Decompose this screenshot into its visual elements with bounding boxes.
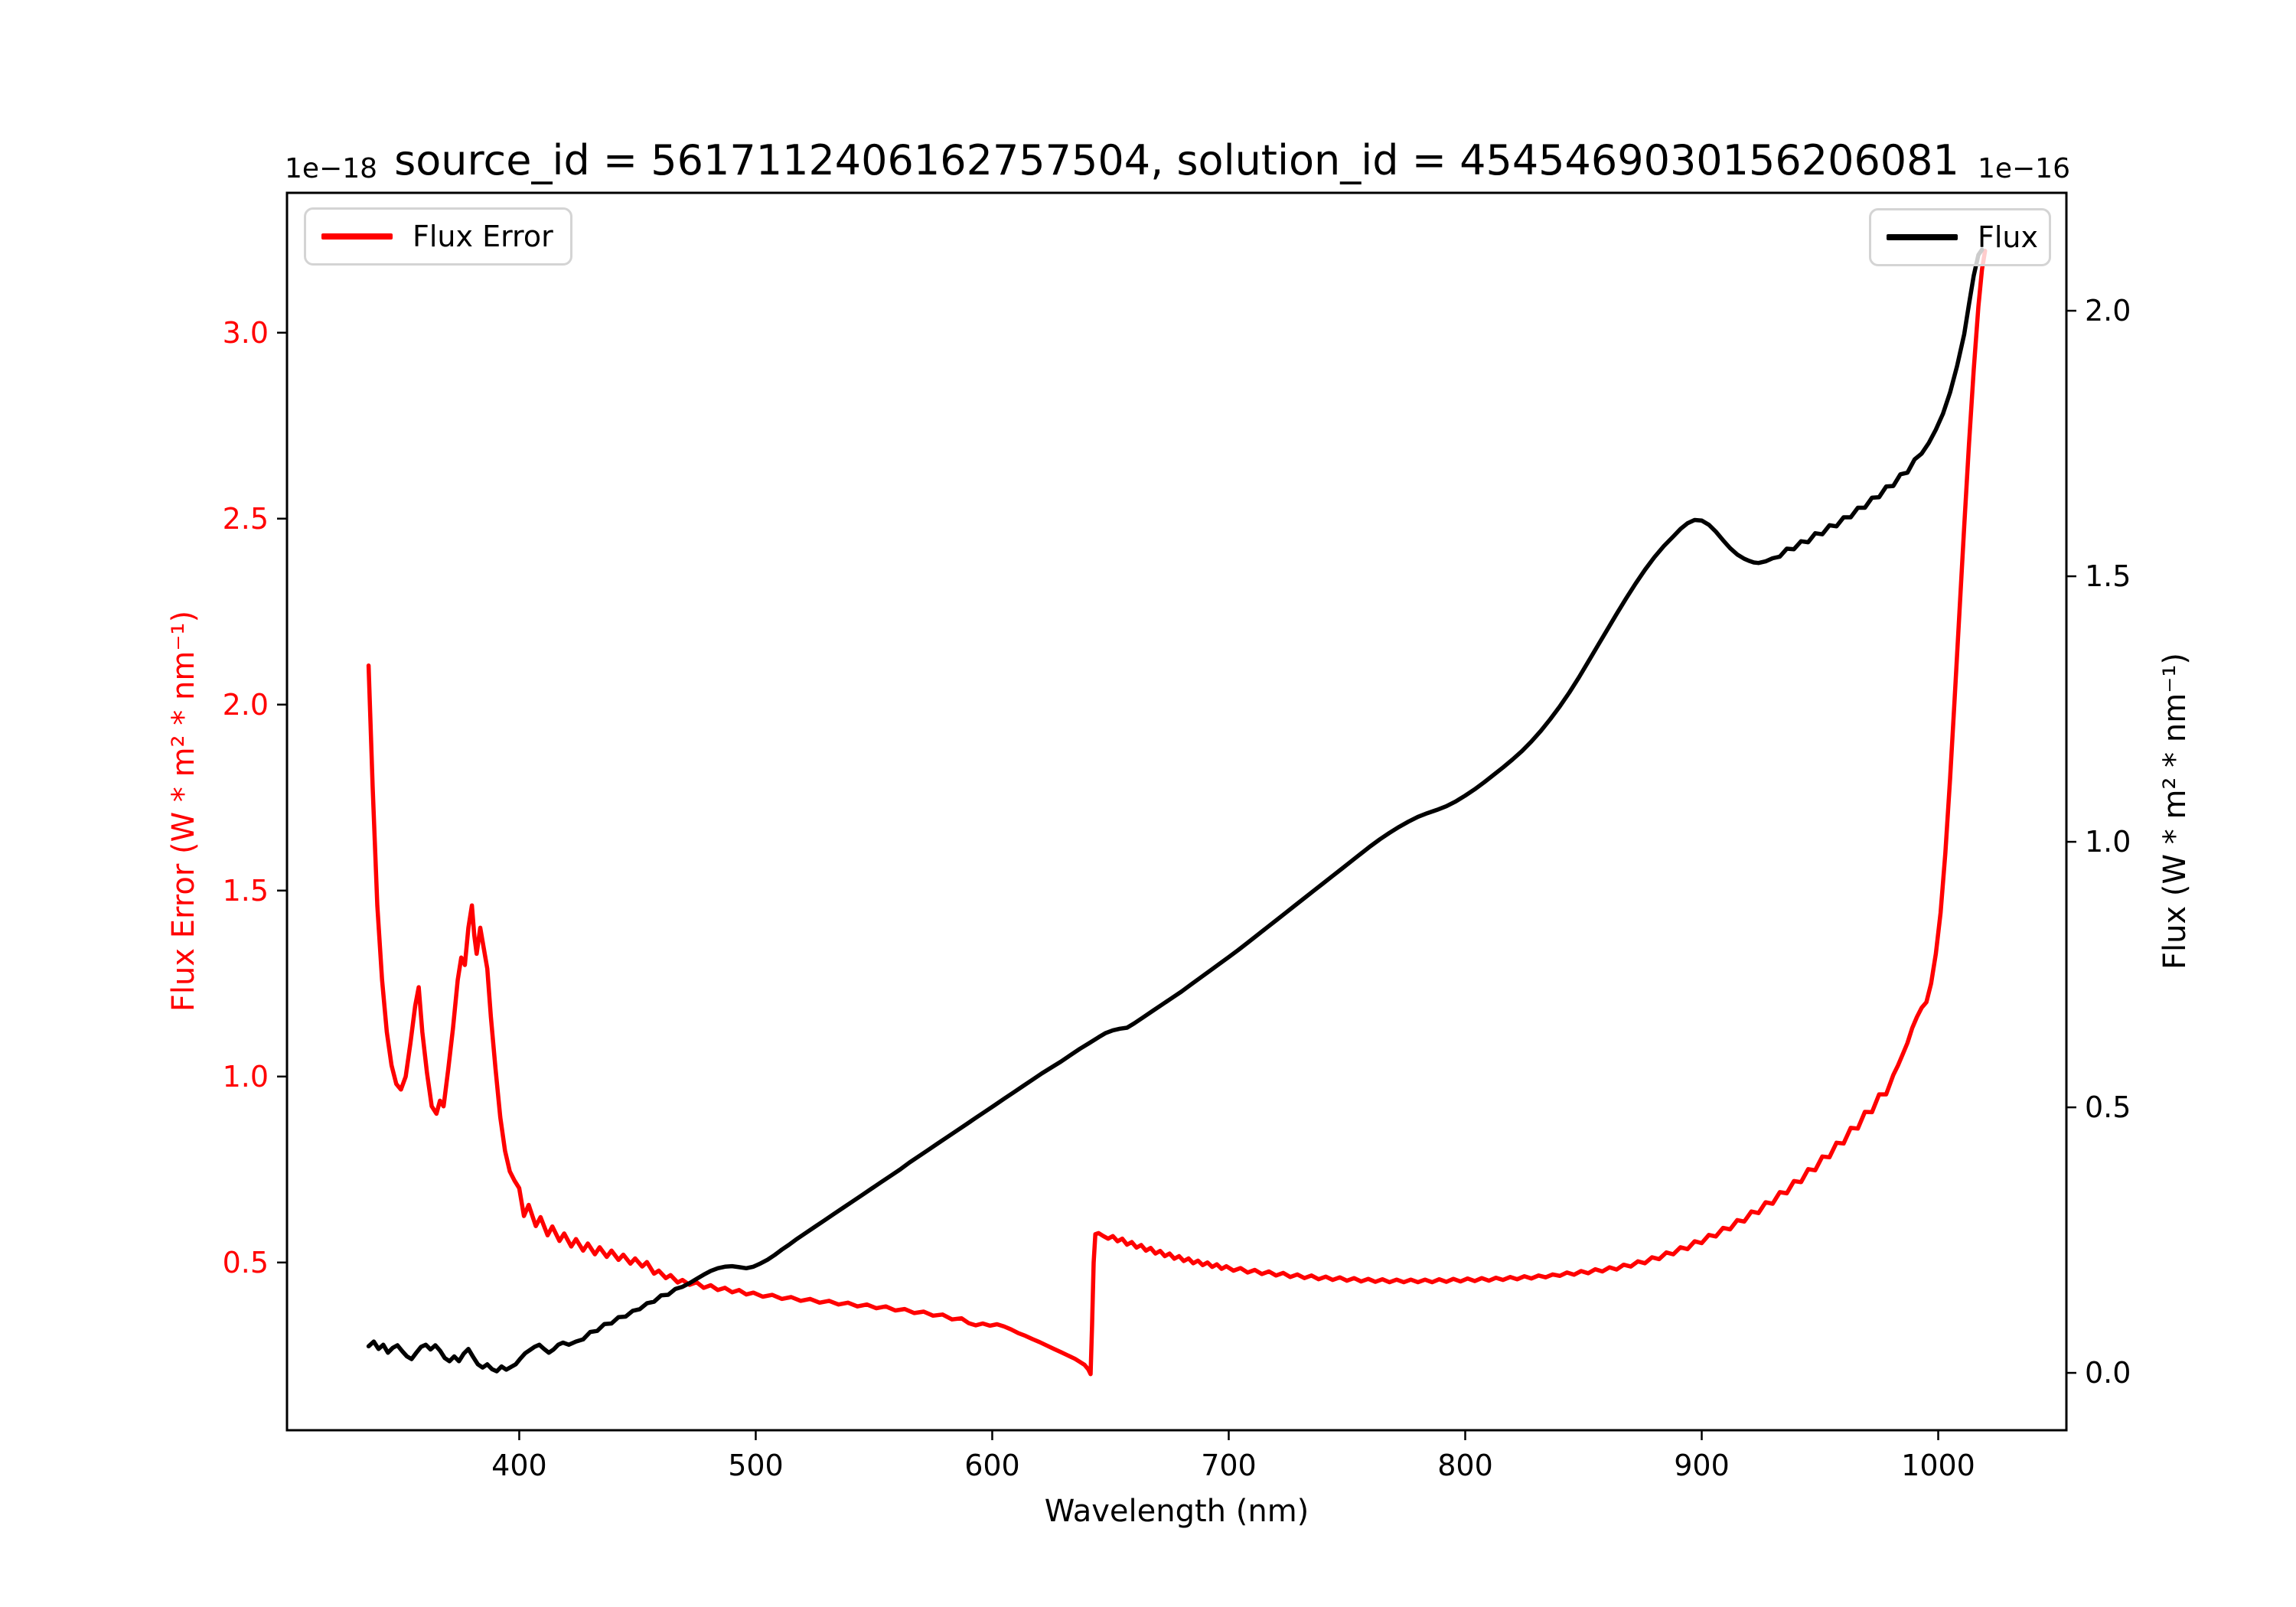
flux-legend-line (1887, 234, 1958, 240)
x-tick-label: 700 (1201, 1449, 1257, 1482)
y-right-axis-label: Flux (W * m² * nm⁻¹) (2157, 653, 2193, 970)
y-left-tick-label: 2.5 (222, 501, 269, 536)
flux-line (366, 247, 1985, 1374)
x-tick-label: 800 (1437, 1449, 1493, 1482)
y-right-tick-label: 1.5 (2085, 559, 2131, 594)
y-left-tick-label: 1.5 (222, 873, 269, 908)
x-axis-label: Wavelength (nm) (1044, 1494, 1309, 1529)
y-left-tick-label: 1.0 (222, 1059, 269, 1094)
flux-error-line (366, 249, 1988, 1377)
legend-flux-error: Flux Error (304, 207, 572, 266)
y-right-offset-text: 1e−16 (1977, 153, 2070, 184)
y-right-tick-label: 1.0 (2085, 825, 2131, 859)
legend-flux-error-label: Flux Error (413, 220, 553, 253)
flux-error-legend-line (321, 233, 393, 240)
legend-flux: Flux (1869, 208, 2051, 266)
x-tick-label: 600 (964, 1449, 1020, 1482)
y-right-tick-label: 0.5 (2085, 1090, 2131, 1125)
x-tick-label: 900 (1674, 1449, 1730, 1482)
axes-spines (285, 191, 2068, 1432)
legend-flux-label: Flux (1978, 220, 2038, 254)
x-tick-label: 500 (728, 1449, 784, 1482)
chart-title: source_id = 5617112406162757504, solutio… (394, 136, 1959, 184)
y-left-tick-label: 3.0 (222, 315, 269, 350)
y-left-offset-text: 1e−18 (285, 153, 378, 184)
y-right-tick-label: 0.0 (2085, 1356, 2131, 1390)
y-right-tick-label: 2.0 (2085, 294, 2131, 328)
y-left-tick-label: 0.5 (222, 1245, 269, 1279)
x-tick-label: 1000 (1901, 1449, 1975, 1482)
y-left-axis-label: Flux Error (W * m² * nm⁻¹) (166, 610, 201, 1012)
x-tick-label: 400 (491, 1449, 547, 1482)
y-left-tick-label: 2.0 (222, 687, 269, 722)
